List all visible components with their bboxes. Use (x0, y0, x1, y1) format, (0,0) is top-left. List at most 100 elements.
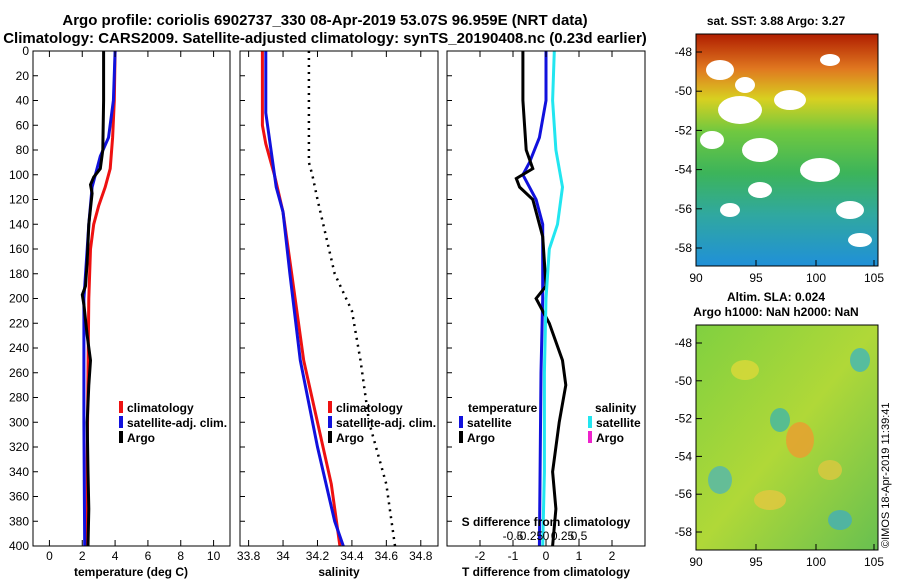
legend-swatch-s-argo (588, 431, 592, 443)
sst-cloud-patch (720, 203, 740, 217)
sst-cloud-patch (820, 54, 840, 66)
x-tick-label: 0 (46, 549, 53, 563)
sla-anomaly-patches (708, 348, 870, 530)
salinity-diff-legend: salinity satellite Argo (588, 401, 641, 445)
legend-label-t-argo: Argo (467, 431, 495, 445)
y-tick-label: 20 (16, 69, 30, 83)
y-tick-label: 160 (9, 242, 29, 256)
y-tick-label: 0 (22, 44, 29, 58)
y-tick-label: 320 (9, 440, 29, 454)
figure-title-line2: Climatology: CARS2009. Satellite-adjuste… (3, 30, 647, 47)
legend-swatch-t-argo (459, 431, 463, 443)
sla-anomaly-patch (818, 460, 842, 480)
salinity-xlabel: salinity (318, 565, 360, 579)
y-tick-label: 60 (16, 118, 30, 132)
sst-cloud-patch (748, 182, 772, 198)
temperature-xlabel: temperature (deg C) (74, 565, 188, 579)
s-tick-label: 0.25 (551, 529, 575, 543)
series-line-satellite-adj-clim- (264, 51, 345, 547)
sst-map: sat. SST: 3.88 Argo: 3.27 -48 -50 -52 -54 -5… (675, 14, 885, 285)
series-line-argo (80, 51, 106, 547)
y-tick-label: 260 (9, 366, 29, 380)
x-tick-label: -2 (475, 549, 486, 563)
map-y-tick-label: -56 (675, 487, 693, 501)
legend-label-satellite: satellite-adj. clim. (127, 416, 227, 430)
map-y-tick-label: -48 (675, 45, 693, 59)
temperature-x-ticks: 0 2 4 6 8 10 (46, 51, 221, 563)
map-x-tick-label: 100 (806, 271, 826, 285)
x-tick-label: 2 (79, 549, 86, 563)
sla-map-y-ticks: -48 -50 -52 -54 -56 -58 (675, 336, 702, 539)
series-line-t-satellite (521, 51, 548, 547)
s-tick-label: 0.5 (571, 529, 588, 543)
map-x-tick-label: 100 (806, 555, 826, 569)
x-tick-label: 34 (276, 549, 290, 563)
legend-label-argo: Argo (336, 431, 364, 445)
sst-map-frame (695, 33, 879, 267)
sla-anomaly-patch (708, 466, 732, 494)
sst-map-title: sat. SST: 3.88 Argo: 3.27 (707, 14, 846, 28)
y-tick-label: 280 (9, 391, 29, 405)
legend-label-s-argo: Argo (596, 431, 624, 445)
sla-map-x-ticks: 90 95 100 105 (689, 544, 884, 569)
sst-cloud-patch (735, 77, 755, 93)
salinity-series (260, 51, 397, 547)
x-tick-label: 34.4 (340, 549, 364, 563)
y-tick-label: 380 (9, 514, 29, 528)
map-y-tick-label: -50 (675, 84, 693, 98)
legend-swatch-satellite (119, 416, 123, 428)
x-tick-label: 33.8 (237, 549, 261, 563)
x-tick-label: 2 (609, 549, 616, 563)
sla-anomaly-patch (770, 408, 790, 432)
temperature-legend: climatology satellite-adj. clim. Argo (119, 401, 227, 445)
temperature-y-ticks: 0 20 40 60 80 100 120 140 160 180 200 220 240 260 280 3… (9, 44, 38, 553)
map-x-tick-label: 95 (749, 555, 763, 569)
s-tick-label: -0.5 (503, 529, 524, 543)
y-tick-label: 140 (9, 217, 29, 231)
sla-anomaly-patch (828, 510, 852, 530)
sla-map-title: Altim. SLA: 0.024 (727, 290, 825, 304)
legend-label-satellite: satellite-adj. clim. (336, 416, 436, 430)
imos-timestamp: ©IMOS 18-Apr-2019 11:39:41 (880, 403, 892, 548)
sla-anomaly-patch (786, 422, 814, 458)
sst-map-y-ticks: -48 -50 -52 -54 -56 -58 (675, 45, 702, 255)
y-tick-label: 300 (9, 415, 29, 429)
y-tick-label: 120 (9, 193, 29, 207)
sst-cloud-patch (836, 201, 864, 219)
y-tick-label: 200 (9, 292, 29, 306)
series-line-s-satellite (541, 50, 565, 547)
legend-swatch-t-satellite (459, 416, 463, 428)
y-tick-label: 180 (9, 267, 29, 281)
salinity-plot-frame (239, 50, 439, 547)
map-x-tick-label: 105 (864, 271, 884, 285)
legend-label-climatology: climatology (127, 401, 194, 415)
sla-anomaly-patch (850, 348, 870, 372)
y-tick-label: 80 (16, 143, 30, 157)
salinity-legend: climatology satellite-adj. clim. Argo (328, 401, 436, 445)
sst-map-x-ticks: 90 95 100 105 (689, 260, 884, 285)
series-line-climatology (260, 51, 342, 547)
map-x-tick-label: 105 (864, 555, 884, 569)
map-x-tick-label: 90 (689, 271, 703, 285)
temperature-plot-frame (32, 50, 231, 547)
sla-map-subtitle: Argo h1000: NaN h2000: NaN (693, 305, 858, 319)
legend-title-salinity: salinity (595, 401, 637, 415)
x-tick-label: 8 (177, 549, 184, 563)
salinity-x-ticks: 33.8 34 34.2 34.4 34.6 34.8 (237, 50, 433, 563)
sst-cloud-patch (718, 96, 762, 124)
map-y-tick-label: -54 (675, 163, 693, 177)
y-tick-label: 400 (9, 539, 29, 553)
s-difference-label: S difference from climatology (462, 515, 631, 529)
y-tick-label: 360 (9, 490, 29, 504)
sst-cloud-mask (700, 54, 872, 247)
difference-panel: -2 -1 0 1 2 -0.5-0.25 0 0.250.5 T difference f… (446, 50, 646, 579)
map-y-tick-label: -52 (675, 412, 693, 426)
legend-label-s-satellite: satellite (596, 416, 641, 430)
legend-swatch-s-satellite (588, 416, 592, 428)
map-y-tick-label: -54 (675, 449, 693, 463)
difference-s-ticks: -0.5-0.25 0 0.250.5 (503, 529, 588, 543)
x-tick-label: 1 (576, 549, 583, 563)
sst-cloud-patch (700, 131, 724, 149)
temperature-series (80, 50, 117, 547)
